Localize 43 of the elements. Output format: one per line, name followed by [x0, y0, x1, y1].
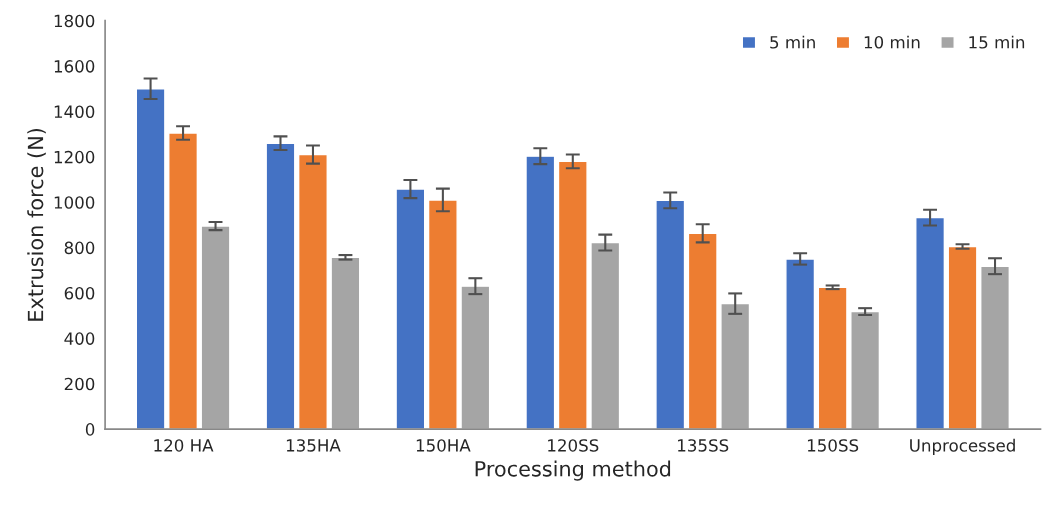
bar	[297, 153, 328, 430]
y-tick-label: 1800	[54, 14, 95, 28]
bar	[785, 258, 816, 430]
x-tick-label: 120SS	[548, 439, 599, 452]
bar	[395, 188, 426, 430]
x-tick-label: 150SS	[807, 439, 859, 452]
bar	[947, 245, 978, 430]
bar	[817, 286, 848, 430]
x-tick-label: 120 HA	[154, 439, 214, 452]
y-tick-label: 400	[64, 332, 95, 345]
y-tick-label: 200	[64, 377, 95, 391]
bar	[557, 160, 588, 430]
bar	[687, 232, 718, 430]
y-tick-label: 1200	[54, 150, 95, 164]
x-tick-label: 135HA	[286, 439, 341, 452]
y-tick-label: 0	[85, 423, 95, 436]
bar	[850, 310, 881, 430]
bar	[135, 88, 166, 430]
bar	[168, 132, 199, 430]
bar	[265, 142, 296, 430]
x-tick-label: 135SS	[678, 439, 729, 452]
legend-label: 5 min	[770, 35, 815, 49]
bar	[525, 155, 556, 430]
legend-label: 10 min	[864, 35, 920, 49]
bar	[980, 265, 1011, 430]
x-tick-label: Unprocessed	[910, 438, 1015, 455]
bar	[655, 199, 686, 430]
bar	[330, 256, 361, 430]
y-tick-label: 1600	[54, 60, 95, 73]
bar	[200, 225, 231, 430]
y-axis-title: Extrusion force (N)	[27, 128, 46, 321]
bar	[915, 216, 946, 430]
x-tick-label: 150HA	[416, 439, 471, 452]
y-tick-label: 1000	[54, 196, 95, 209]
x-axis-title: Processing method	[475, 460, 671, 481]
legend-label: 15 min	[969, 35, 1025, 49]
bar	[590, 241, 621, 430]
y-tick-label: 600	[64, 286, 95, 300]
bar	[720, 302, 751, 430]
y-tick-label: 800	[64, 241, 95, 255]
bar	[460, 285, 491, 430]
bar	[427, 199, 458, 430]
y-tick-label: 1400	[54, 105, 95, 119]
